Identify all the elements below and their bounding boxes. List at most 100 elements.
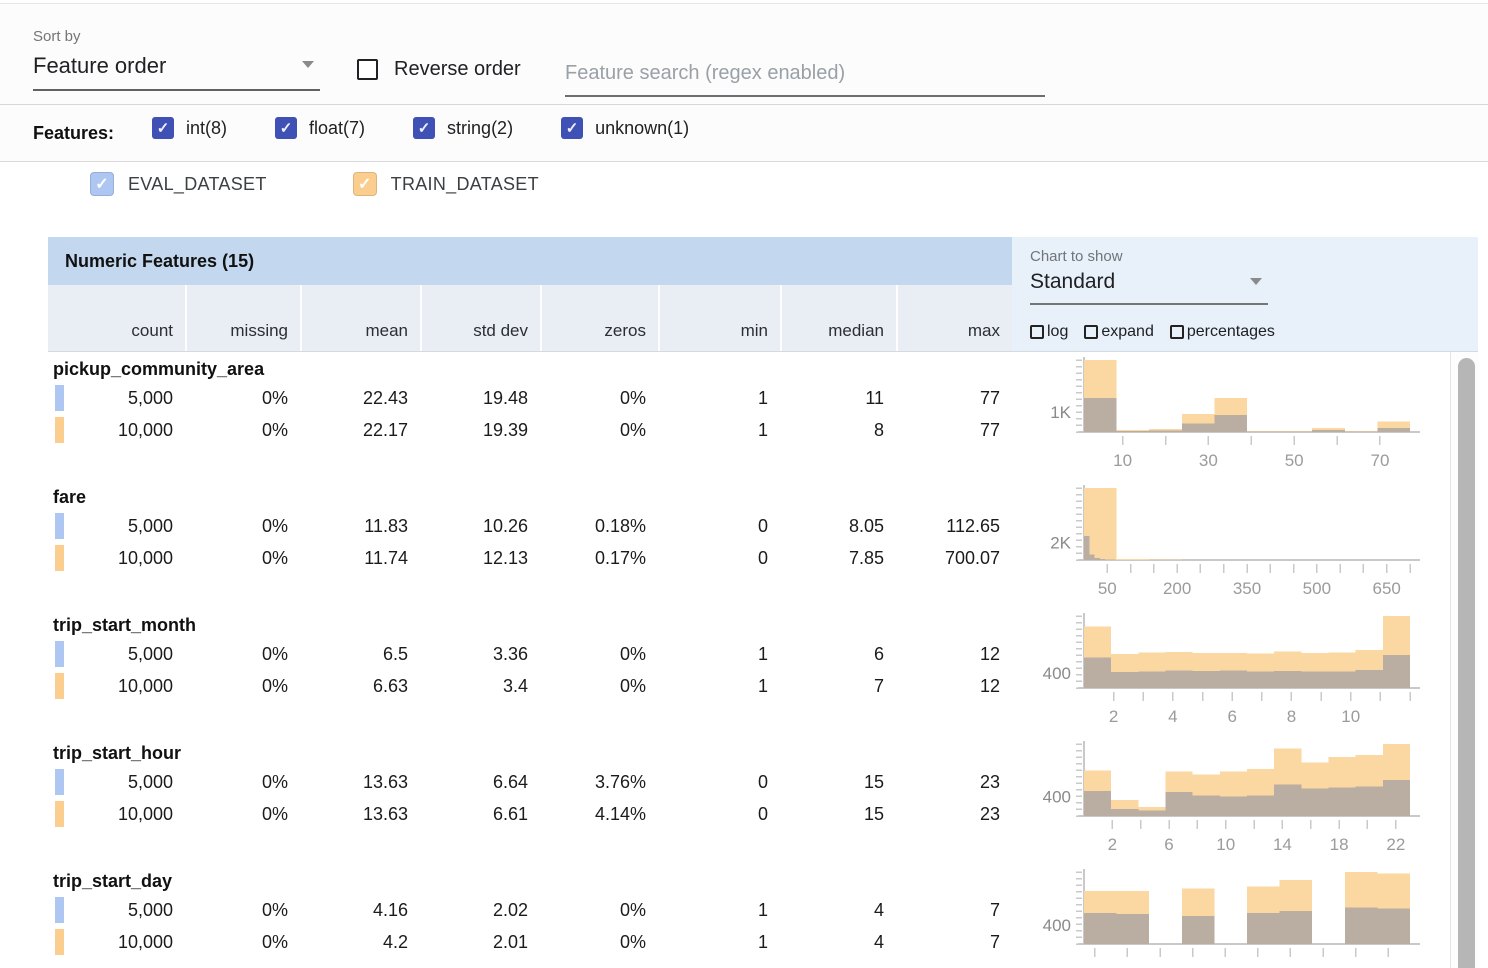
- stat-value: 22.43: [300, 382, 420, 414]
- stat-value: 1: [658, 382, 780, 414]
- svg-text:400: 400: [1043, 916, 1071, 935]
- reverse-order-label: Reverse order: [394, 58, 521, 81]
- chevron-down-icon: [302, 61, 314, 68]
- stat-value: 19.39: [420, 414, 540, 446]
- chart-option-percentages[interactable]: percentages: [1170, 323, 1275, 341]
- column-header: median: [780, 285, 896, 351]
- chart-option-label: expand: [1101, 323, 1154, 341]
- feature-name: pickup_community_area: [48, 352, 1012, 382]
- svg-text:50: 50: [1098, 579, 1117, 598]
- histogram-trip_start_month: 400246810: [1012, 608, 1450, 736]
- feature-type-filter[interactable]: ✓ float(7): [275, 117, 365, 139]
- stat-value: 1: [658, 414, 780, 446]
- stat-value: 10,000: [48, 798, 185, 830]
- svg-text:400: 400: [1043, 664, 1071, 683]
- svg-text:50: 50: [1285, 451, 1304, 470]
- feature-block: fare5,0000%11.8310.260.18%08.05112.6510,…: [48, 480, 1012, 608]
- dataset-legend-item[interactable]: ✓ TRAIN_DATASET: [353, 172, 539, 196]
- svg-text:10: 10: [1341, 707, 1360, 726]
- stat-value: 2.02: [420, 894, 540, 926]
- feature-type-label: float(7): [309, 118, 365, 139]
- chart-controls-panel: Chart to show Standard logexpandpercenta…: [1012, 237, 1478, 352]
- svg-text:2: 2: [1108, 835, 1117, 854]
- stat-value: 5,000: [48, 382, 185, 414]
- stat-value: 0%: [185, 542, 300, 574]
- stat-value: 700.07: [896, 542, 1012, 574]
- stat-value: 4.2: [300, 926, 420, 958]
- svg-text:30: 30: [1199, 451, 1218, 470]
- reverse-order-checkbox[interactable]: [357, 59, 378, 80]
- stat-value: 8: [780, 414, 896, 446]
- stat-value: 0: [658, 798, 780, 830]
- chart-option-label: percentages: [1187, 323, 1275, 341]
- checked-checkbox-icon[interactable]: ✓: [413, 117, 435, 139]
- stat-value: 0: [658, 510, 780, 542]
- chart-option-log[interactable]: log: [1030, 323, 1068, 341]
- feature-type-label: unknown(1): [595, 118, 689, 139]
- dataset-swatch: [55, 801, 64, 827]
- stat-value: 4.14%: [540, 798, 658, 830]
- chart-type-dropdown[interactable]: Standard: [1030, 270, 1268, 305]
- feature-type-filter[interactable]: ✓string(2): [413, 117, 513, 139]
- unchecked-checkbox-icon[interactable]: [1030, 325, 1044, 339]
- svg-text:4: 4: [1168, 707, 1177, 726]
- chart-option-label: log: [1047, 323, 1068, 341]
- unchecked-checkbox-icon[interactable]: [1084, 325, 1098, 339]
- stat-value: 12.13: [420, 542, 540, 574]
- stat-value: 1: [658, 638, 780, 670]
- stats-row: 5,0000%4.162.020%147: [48, 894, 1012, 926]
- numeric-features-header: Numeric Features (15): [48, 237, 1012, 285]
- checked-checkbox-icon[interactable]: ✓: [561, 117, 583, 139]
- stat-value: 0: [658, 542, 780, 574]
- feature-search-input[interactable]: [565, 56, 1045, 97]
- sort-by-dropdown[interactable]: Sort by Feature order: [33, 28, 320, 91]
- svg-text:18: 18: [1330, 835, 1349, 854]
- vertical-scrollbar-thumb[interactable]: [1458, 358, 1475, 968]
- stat-value: 77: [896, 382, 1012, 414]
- stats-row: 5,0000%13.636.643.76%01523: [48, 766, 1012, 798]
- checked-checkbox-icon[interactable]: ✓: [275, 117, 297, 139]
- dataset-swatch: [55, 929, 64, 955]
- stat-value: 77: [896, 414, 1012, 446]
- feature-type-filters: ✓int(8)✓float(7)✓string(2)✓unknown(1): [152, 117, 689, 139]
- histogram-fare: 2K50200350500650: [1012, 480, 1450, 608]
- feature-type-filter[interactable]: ✓ unknown(1): [561, 117, 689, 139]
- dataset-checkbox-icon[interactable]: ✓: [90, 172, 114, 196]
- svg-text:10: 10: [1216, 835, 1235, 854]
- dataset-legend-item[interactable]: ✓EVAL_DATASET: [90, 172, 267, 196]
- stat-value: 12: [896, 670, 1012, 702]
- stat-value: 0%: [185, 414, 300, 446]
- stats-row: 5,0000%22.4319.480%11177: [48, 382, 1012, 414]
- stat-value: 4: [780, 894, 896, 926]
- dataset-checkbox-icon[interactable]: ✓: [353, 172, 377, 196]
- column-header: mean: [300, 285, 420, 351]
- checked-checkbox-icon[interactable]: ✓: [152, 117, 174, 139]
- stat-value: 7.85: [780, 542, 896, 574]
- stat-value: 3.36: [420, 638, 540, 670]
- reverse-order-toggle[interactable]: Reverse order: [357, 58, 521, 81]
- stats-row: 5,0000%11.8310.260.18%08.05112.65: [48, 510, 1012, 542]
- svg-text:14: 14: [1273, 835, 1292, 854]
- stat-value: 0%: [185, 510, 300, 542]
- vertical-scrollbar-track[interactable]: [1450, 352, 1479, 968]
- dataset-label: TRAIN_DATASET: [391, 174, 539, 195]
- stat-value: 0%: [185, 798, 300, 830]
- stat-value: 0.17%: [540, 542, 658, 574]
- svg-text:650: 650: [1373, 579, 1401, 598]
- column-header: min: [658, 285, 780, 351]
- svg-text:70: 70: [1371, 451, 1390, 470]
- dataset-swatch: [55, 545, 64, 571]
- feature-name: trip_start_day: [48, 864, 1012, 894]
- svg-text:400: 400: [1043, 787, 1071, 806]
- feature-stats-rows: pickup_community_area5,0000%22.4319.480%…: [48, 352, 1012, 968]
- stat-value: 6.61: [420, 798, 540, 830]
- stat-value: 4: [780, 926, 896, 958]
- unchecked-checkbox-icon[interactable]: [1170, 325, 1184, 339]
- chart-option-expand[interactable]: expand: [1084, 323, 1154, 341]
- stats-row: 10,0000%6.633.40%1712: [48, 670, 1012, 702]
- column-header: zeros: [540, 285, 658, 351]
- dataset-swatch: [55, 513, 64, 539]
- stat-value: 0: [658, 766, 780, 798]
- feature-type-filter[interactable]: ✓int(8): [152, 117, 227, 139]
- stat-value: 11.83: [300, 510, 420, 542]
